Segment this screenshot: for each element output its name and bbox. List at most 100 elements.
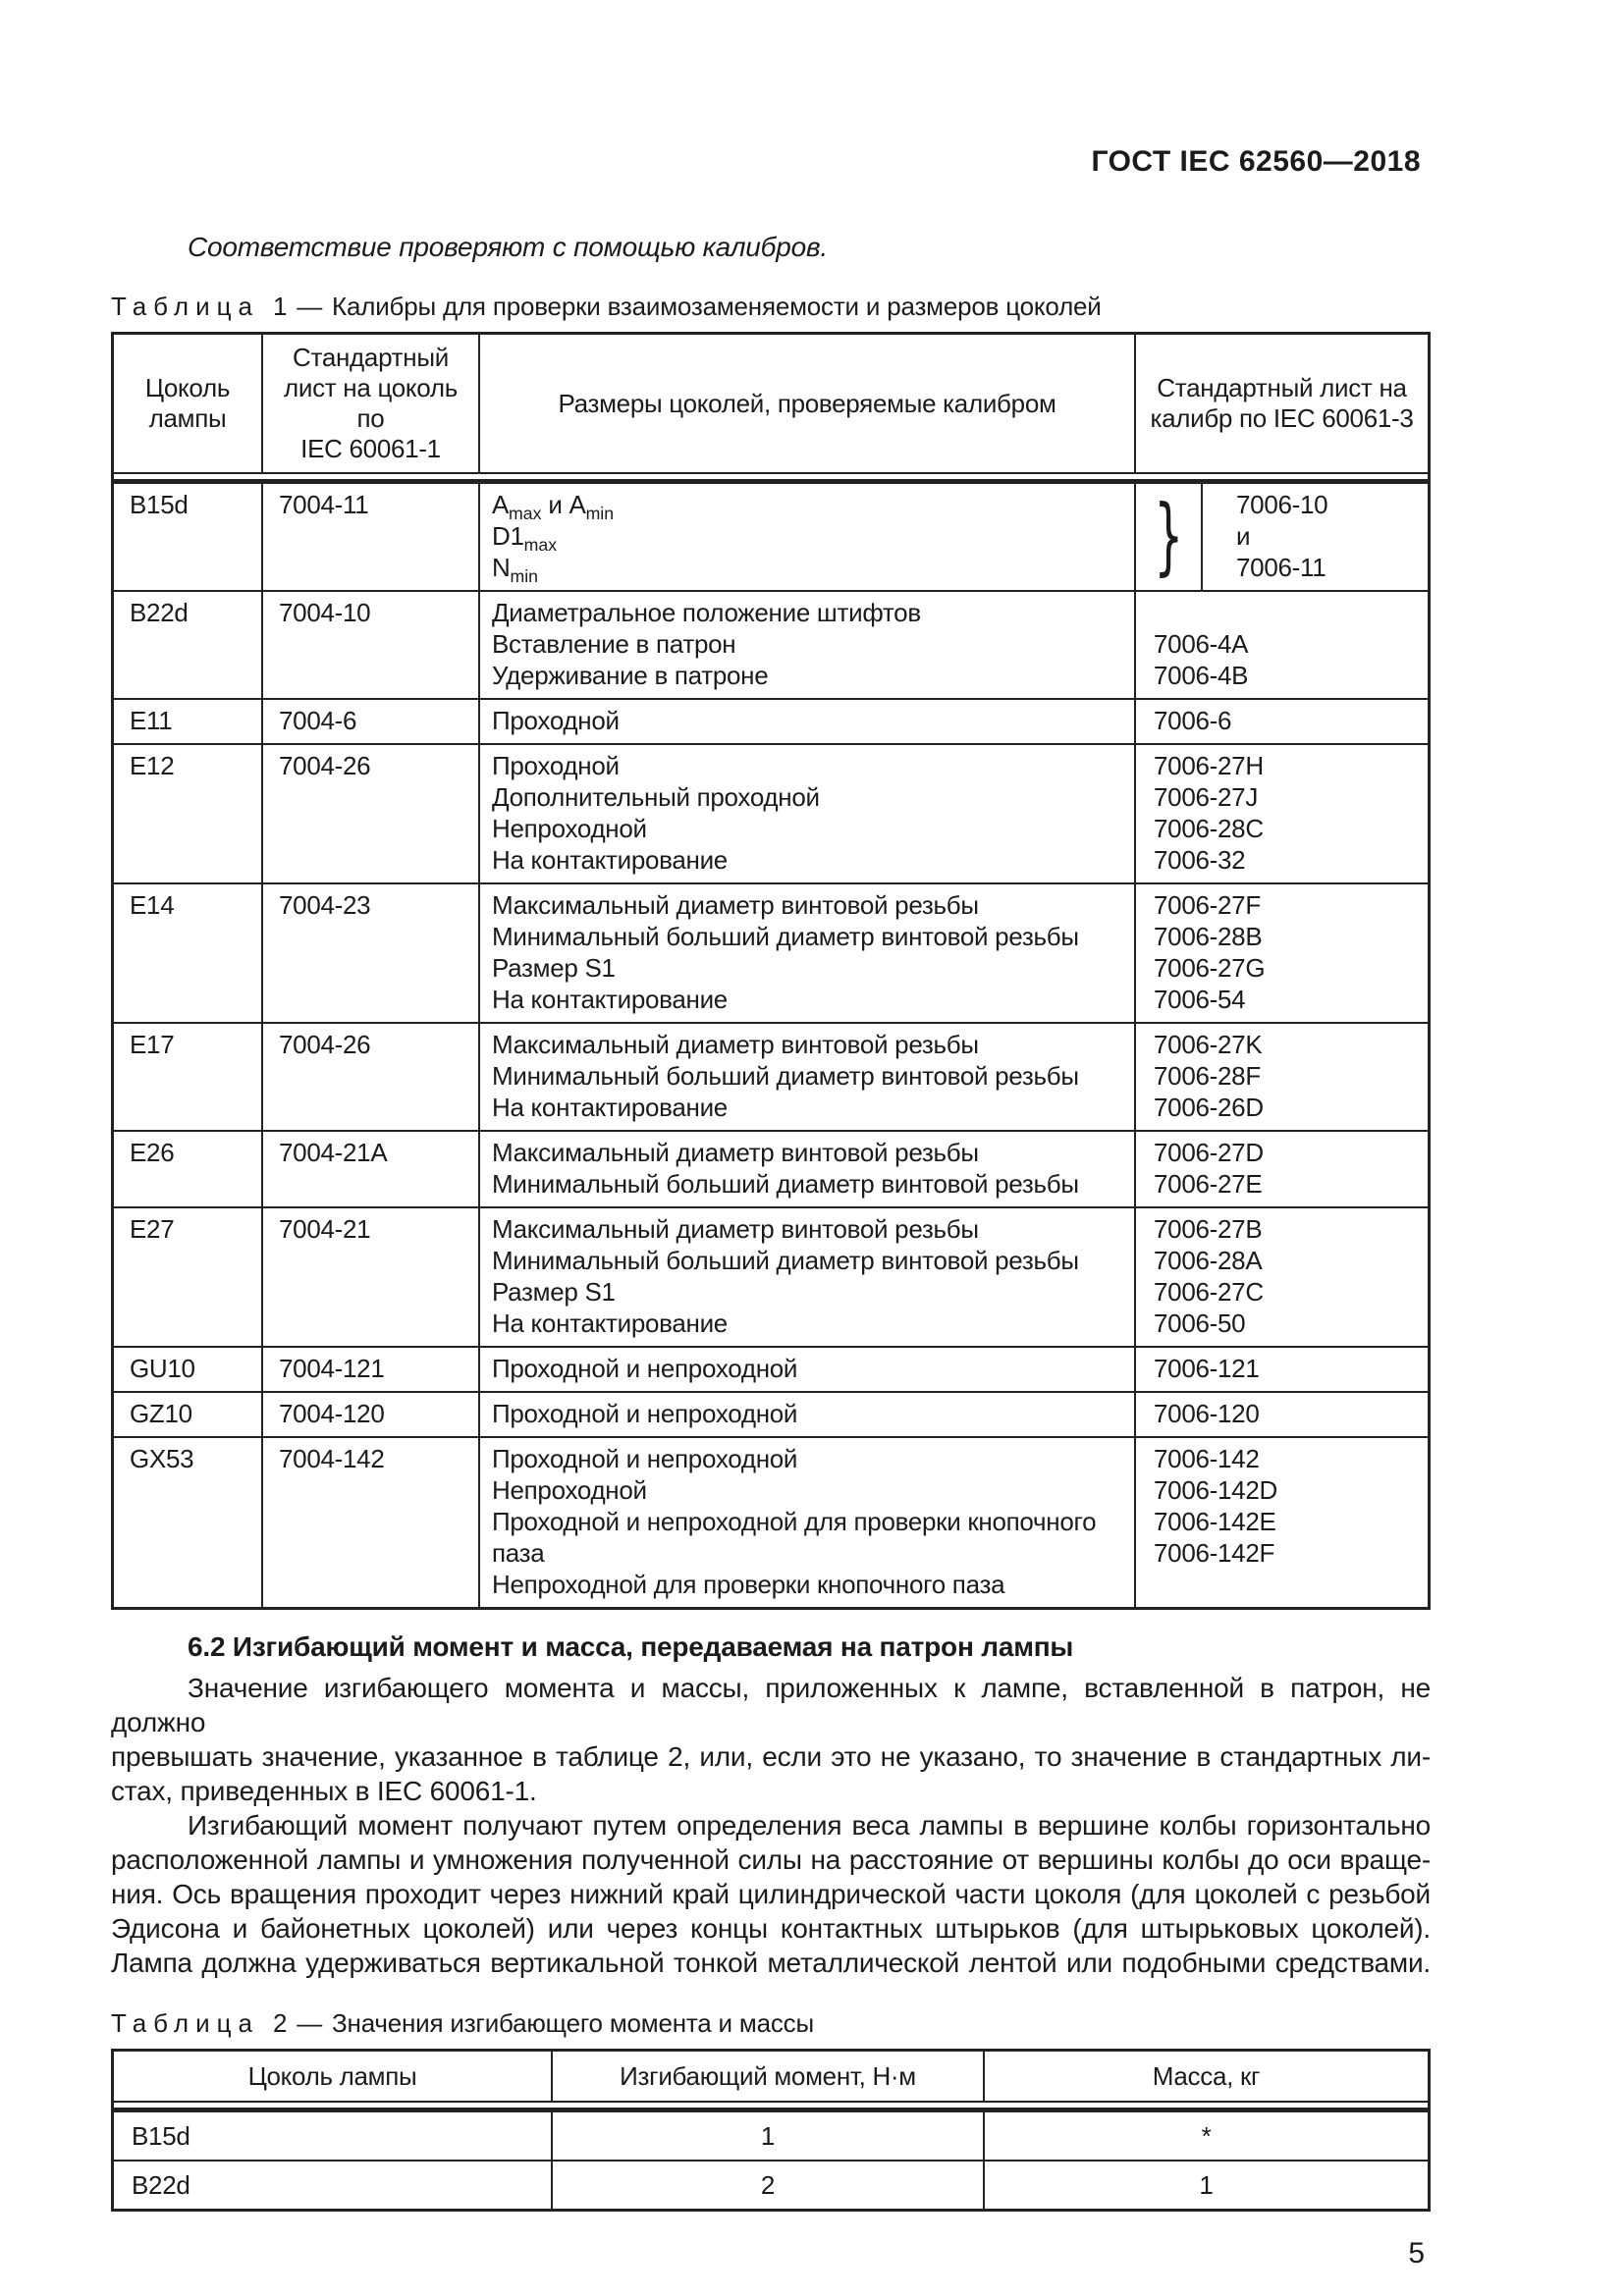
table1-header-row: Цоколь лампы Стандартный лист на цоколь … [114, 335, 1428, 472]
paragraph-line: Лампа должна удерживаться вертикальной т… [111, 1948, 1431, 1978]
size-line: Проходной и непроходной [492, 1399, 798, 1428]
cell-lamp-cap: GZ10 [114, 1393, 263, 1436]
cell-gauge-sheet: 7006-120 [1136, 1393, 1428, 1436]
table1-header-gauge-sheet: Стандартный лист на калибр по IEC 60061-… [1150, 373, 1414, 433]
cell-standard-sheet: 7004-23 [263, 884, 480, 1022]
cell-lamp-cap: E27 [114, 1208, 263, 1346]
cell-standard-sheet: 7004-26 [263, 1024, 480, 1130]
table2-bending-moment: Цоколь лампы Изгибающий момент, Н·м Масс… [111, 2049, 1431, 2212]
gauge-line: 7006-26D [1154, 1093, 1264, 1122]
cell-lamp-cap: GX53 [114, 1438, 263, 1607]
gauge-line: 7006-11 [1236, 553, 1326, 582]
cell-sizes: Amax и Amin D1max Nmin [480, 484, 1136, 590]
cell-sizes: Проходной [480, 700, 1136, 743]
cell-sizes: Максимальный диаметр винтовой резьбы Мини… [480, 1132, 1136, 1206]
paragraph: Значение изгибающего момента и массы, пр… [111, 1671, 1431, 1808]
table2-row: B15d 1 * [114, 2110, 1428, 2160]
table2-header-moment: Изгибающий момент, Н·м [553, 2052, 985, 2101]
cell-moment: 2 [553, 2162, 985, 2209]
table1-header-sizes: Размеры цоколей, проверяемые калибром [480, 335, 1136, 472]
cell-lamp-cap: E11 [114, 700, 263, 743]
table1-row: GX53 7004-142 Проходной и непроходной Непро… [114, 1436, 1428, 1607]
table1-row: B22d 7004-10 Диаметральное положение штифт… [114, 590, 1428, 698]
size-line: Непроходной [492, 814, 647, 843]
table2-body: B15d 1 * B22d 2 1 [114, 2110, 1428, 2209]
cell-gauge-sheet: } 7006-10 и 7006-11 [1136, 484, 1428, 590]
cell-moment: 1 [553, 2112, 985, 2160]
size-line: Максимальный диаметр винтовой резьбы [492, 1138, 979, 1167]
table1-row: E12 7004-26 Проходной Дополнительный проход… [114, 743, 1428, 882]
section-paragraphs: Значение изгибающего момента и массы, пр… [111, 1671, 1431, 1980]
table2-row: B22d 2 1 [114, 2160, 1428, 2209]
table1-header-standard-sheet: Стандартный лист на цоколь по IEC 60061-… [263, 335, 480, 472]
cell-lamp-cap: B15d [114, 484, 263, 590]
table1-header-lamp-cap: Цоколь лампы [114, 335, 263, 472]
gauge-line: 7006-10 [1236, 490, 1328, 519]
size-line: Размер S1 [492, 1277, 616, 1307]
size-line: Amax и Amin [492, 490, 615, 524]
gauge-line: 7006-27H [1154, 751, 1264, 780]
table1-caption-dash: — [297, 292, 323, 321]
table1-gauges: Цоколь лампы Стандартный лист на цоколь … [111, 332, 1431, 1610]
table1-caption-label: Таблица [111, 292, 259, 321]
cell-mass: 1 [1199, 2170, 1214, 2200]
gauge-line: 7006-28C [1154, 814, 1264, 843]
table2-header-lamp-cap: Цоколь лампы [114, 2052, 553, 2101]
table1-row: E14 7004-23 Максимальный диаметр винтовой … [114, 882, 1428, 1022]
gauge-line: 7006-27C [1154, 1277, 1264, 1307]
cell-lamp-cap: E12 [114, 745, 263, 882]
cell-sizes: Проходной Дополнительный проходной Непрохо… [480, 745, 1136, 882]
paragraph: Изгибающий момент получают путем определ… [111, 1808, 1431, 1980]
cell-standard-sheet: 7004-21A [263, 1132, 480, 1206]
brace-icon: } [1154, 487, 1183, 586]
size-line: Минимальный больший диаметр винтовой рез… [492, 1169, 1079, 1199]
gauge-line: 7006-28B [1154, 922, 1263, 951]
cell-sizes: Максимальный диаметр винтовой резьбы Мини… [480, 1024, 1136, 1130]
gauge-line: 7006-28A [1154, 1246, 1263, 1275]
table1-row: B15d 7004-11 Amax и Amin D1max Nmin} 7006-10 и… [114, 482, 1428, 590]
table2-header-row: Цоколь лампы Изгибающий момент, Н·м Масс… [114, 2052, 1428, 2101]
gauge-line: 7006-27G [1154, 953, 1266, 983]
size-line: Непроходной [492, 1475, 647, 1505]
cell-sizes: Диаметральное положение штифтов Вставлени… [480, 592, 1136, 698]
gauge-line: 7006-6 [1154, 706, 1232, 735]
cell-lamp-cap: GU10 [114, 1348, 263, 1391]
cell-sizes: Проходной и непроходной [480, 1393, 1136, 1436]
gauge-line: 7006-54 [1154, 985, 1246, 1014]
cell-standard-sheet: 7004-10 [263, 592, 480, 698]
gauge-line: 7006-27K [1154, 1030, 1263, 1059]
cell-gauge-sheet: 7006-6 [1136, 700, 1428, 743]
size-line: D1max [492, 521, 558, 556]
size-line: Nmin [492, 553, 538, 587]
table1-row: E26 7004-21A Максимальный диаметр винтовой… [114, 1130, 1428, 1206]
gauge-line: 7006-50 [1154, 1308, 1246, 1338]
gauge-line: 7006-142F [1154, 1538, 1275, 1568]
gauge-line: 7006-120 [1154, 1399, 1260, 1428]
gauge-line: 7006-28F [1154, 1061, 1261, 1091]
size-line: На контактирование [492, 985, 728, 1014]
table1-row: E11 7004-6 Проходной 7006-6 [114, 698, 1428, 743]
cell-standard-sheet: 7004-11 [263, 484, 480, 590]
size-line: Размер S1 [492, 953, 616, 983]
gauge-line: 7006-27E [1154, 1169, 1263, 1199]
gauge-line: 7006-121 [1154, 1354, 1260, 1383]
cell-gauge-sheet: 7006-4A 7006-4B [1136, 592, 1428, 698]
intro-italic-line: Соответствие проверяют с помощью калибро… [188, 232, 828, 262]
cell-lamp-cap: E14 [114, 884, 263, 1022]
cell-standard-sheet: 7004-121 [263, 1348, 480, 1391]
document-title-header: ГОСТ IEC 62560—2018 [1091, 145, 1421, 178]
table1-header-divider [114, 472, 1428, 482]
paragraph-line: Изгибающий момент получают путем определ… [188, 1810, 1431, 1841]
cell-lamp-cap: B15d [114, 2112, 553, 2160]
page-number: 5 [1408, 2237, 1425, 2269]
cell-standard-sheet: 7004-120 [263, 1393, 480, 1436]
gauge-line: 7006-27J [1154, 782, 1259, 812]
size-line: Минимальный больший диаметр винтовой рез… [492, 1246, 1079, 1275]
paragraph-line: Значение изгибающего момента и массы, пр… [111, 1673, 1431, 1737]
table2-header-divider [114, 2101, 1428, 2110]
paragraph-line: расположенной лампы и умножения полученн… [111, 1844, 1431, 1875]
paragraph-line: стах, приведенных в IEC 60061-1. [111, 1776, 537, 1806]
cell-standard-sheet: 7004-21 [263, 1208, 480, 1346]
gauge-line: 7006-142 [1154, 1444, 1260, 1473]
